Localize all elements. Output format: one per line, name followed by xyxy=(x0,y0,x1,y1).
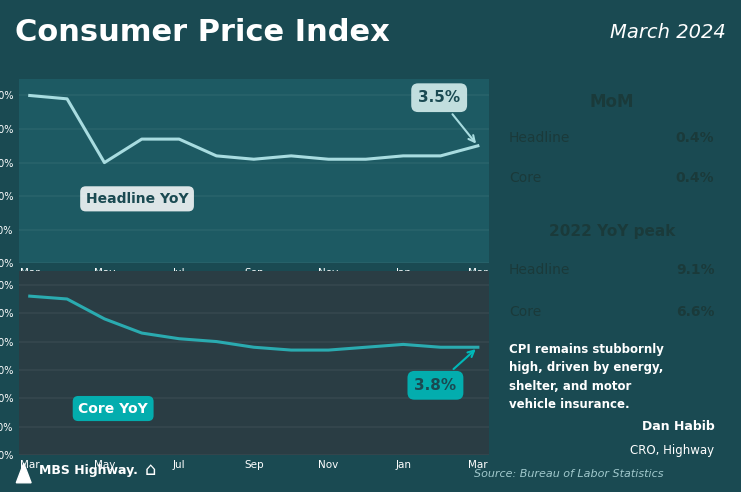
Text: MoM: MoM xyxy=(589,93,634,111)
Text: Dan Habib: Dan Habib xyxy=(642,420,714,433)
Text: 2022 YoY peak: 2022 YoY peak xyxy=(548,224,675,239)
Text: Headline YoY: Headline YoY xyxy=(86,192,188,206)
Polygon shape xyxy=(16,463,31,483)
Text: Headline: Headline xyxy=(509,131,571,145)
Text: Source: Bureau of Labor Statistics: Source: Bureau of Labor Statistics xyxy=(474,469,664,479)
Text: Headline: Headline xyxy=(509,263,571,277)
Text: Core: Core xyxy=(509,305,541,319)
Text: ⌂: ⌂ xyxy=(144,461,156,479)
Text: March 2024: March 2024 xyxy=(611,23,726,42)
Text: Consumer Price Index: Consumer Price Index xyxy=(15,18,390,47)
Text: CPI remains stubbornly
high, driven by energy,
shelter, and motor
vehicle insura: CPI remains stubbornly high, driven by e… xyxy=(509,343,664,411)
Text: MBS Highway.: MBS Highway. xyxy=(39,463,138,476)
Text: Core YoY: Core YoY xyxy=(79,401,148,416)
Text: 3.8%: 3.8% xyxy=(414,351,474,393)
Text: CRO, Highway: CRO, Highway xyxy=(631,444,714,457)
Text: Core: Core xyxy=(509,171,541,185)
Text: 6.6%: 6.6% xyxy=(676,305,714,319)
Text: 0.4%: 0.4% xyxy=(676,171,714,185)
Text: 3.5%: 3.5% xyxy=(418,90,475,142)
Text: 0.4%: 0.4% xyxy=(676,131,714,145)
Text: 9.1%: 9.1% xyxy=(676,263,714,277)
